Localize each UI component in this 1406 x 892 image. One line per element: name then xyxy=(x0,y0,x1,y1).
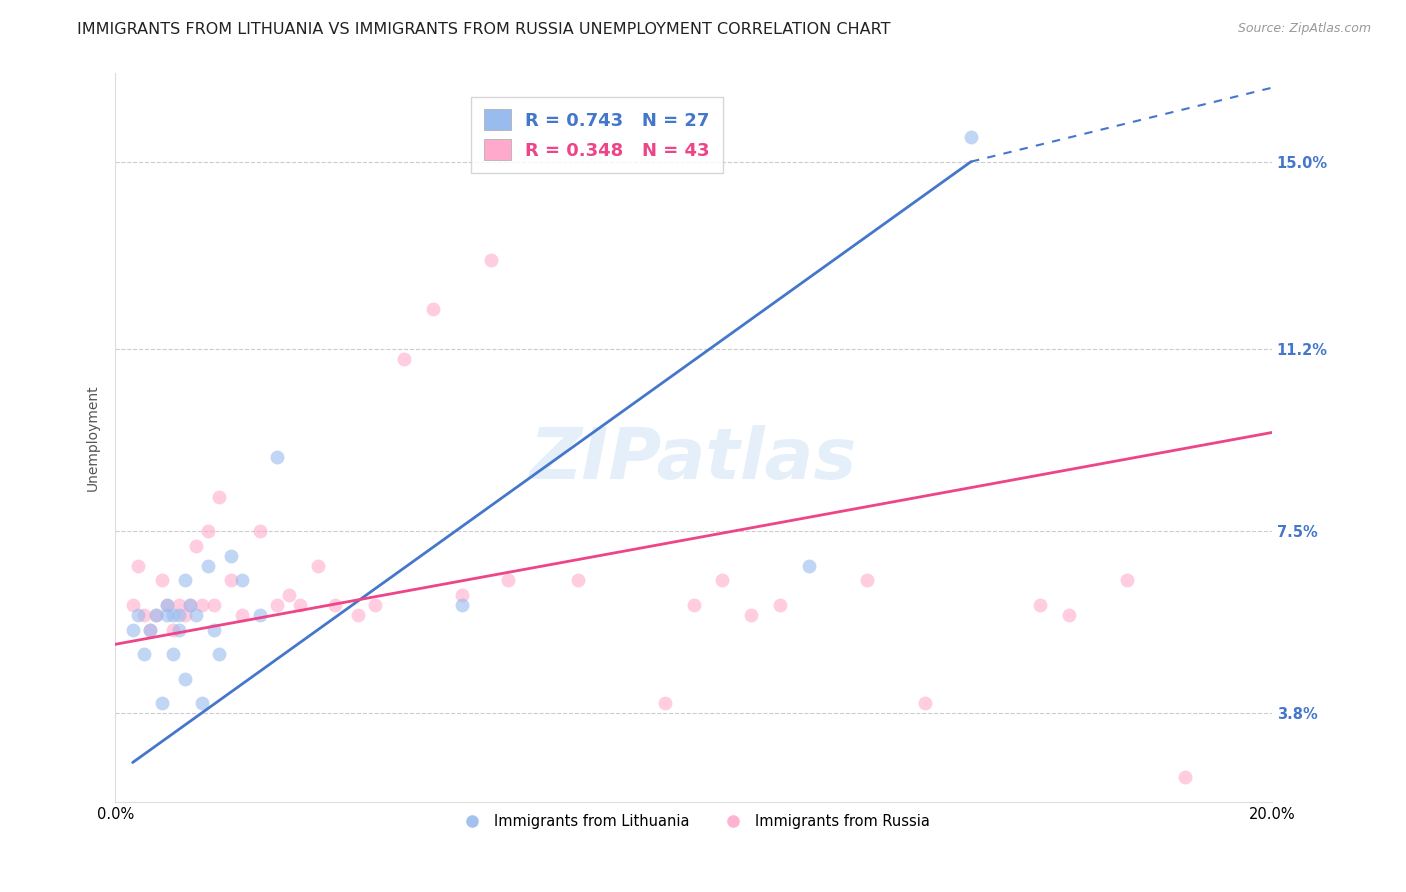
Point xyxy=(150,574,173,588)
Point xyxy=(479,253,502,268)
Point xyxy=(769,598,792,612)
Text: ZIPatlas: ZIPatlas xyxy=(530,425,858,494)
Point xyxy=(186,539,208,553)
Point xyxy=(191,697,214,711)
Point xyxy=(156,607,179,622)
Point xyxy=(127,607,149,622)
Point xyxy=(167,623,190,637)
Point xyxy=(856,574,879,588)
Point xyxy=(202,623,225,637)
Point xyxy=(231,607,253,622)
Point xyxy=(1174,770,1197,784)
Point xyxy=(231,574,253,588)
Point xyxy=(121,623,143,637)
Point xyxy=(173,574,195,588)
Point xyxy=(173,607,195,622)
Point xyxy=(451,588,474,602)
Point xyxy=(197,558,219,573)
Point xyxy=(156,598,179,612)
Point xyxy=(197,524,219,538)
Point xyxy=(1116,574,1139,588)
Point xyxy=(682,598,704,612)
Point xyxy=(740,607,762,622)
Point xyxy=(498,574,520,588)
Point xyxy=(186,607,208,622)
Point xyxy=(145,607,167,622)
Point xyxy=(191,598,214,612)
Point xyxy=(173,672,195,686)
Point xyxy=(249,524,271,538)
Point xyxy=(914,697,936,711)
Point xyxy=(799,558,821,573)
Point xyxy=(219,574,242,588)
Point xyxy=(139,623,162,637)
Point xyxy=(394,351,416,366)
Point xyxy=(139,623,162,637)
Point xyxy=(364,598,387,612)
Point xyxy=(162,607,184,622)
Point xyxy=(277,588,299,602)
Point xyxy=(960,130,983,145)
Point xyxy=(451,598,474,612)
Point xyxy=(134,647,156,661)
Point xyxy=(145,607,167,622)
Y-axis label: Unemployment: Unemployment xyxy=(86,384,100,491)
Point xyxy=(567,574,589,588)
Point xyxy=(219,549,242,563)
Point xyxy=(167,598,190,612)
Point xyxy=(249,607,271,622)
Legend: Immigrants from Lithuania, Immigrants from Russia: Immigrants from Lithuania, Immigrants fr… xyxy=(451,808,935,835)
Point xyxy=(1059,607,1081,622)
Point xyxy=(654,697,676,711)
Point xyxy=(1029,598,1052,612)
Point xyxy=(266,598,288,612)
Point xyxy=(156,598,179,612)
Point xyxy=(422,302,444,317)
Point xyxy=(179,598,201,612)
Point xyxy=(208,647,231,661)
Point xyxy=(347,607,370,622)
Point xyxy=(307,558,329,573)
Point xyxy=(323,598,346,612)
Point xyxy=(167,607,190,622)
Point xyxy=(134,607,156,622)
Point xyxy=(290,598,312,612)
Point xyxy=(162,647,184,661)
Point xyxy=(266,450,288,464)
Text: IMMIGRANTS FROM LITHUANIA VS IMMIGRANTS FROM RUSSIA UNEMPLOYMENT CORRELATION CHA: IMMIGRANTS FROM LITHUANIA VS IMMIGRANTS … xyxy=(77,22,891,37)
Point xyxy=(162,623,184,637)
Point xyxy=(121,598,143,612)
Point xyxy=(208,490,231,504)
Point xyxy=(150,697,173,711)
Point xyxy=(179,598,201,612)
Point xyxy=(711,574,734,588)
Point xyxy=(202,598,225,612)
Point xyxy=(127,558,149,573)
Text: Source: ZipAtlas.com: Source: ZipAtlas.com xyxy=(1237,22,1371,36)
